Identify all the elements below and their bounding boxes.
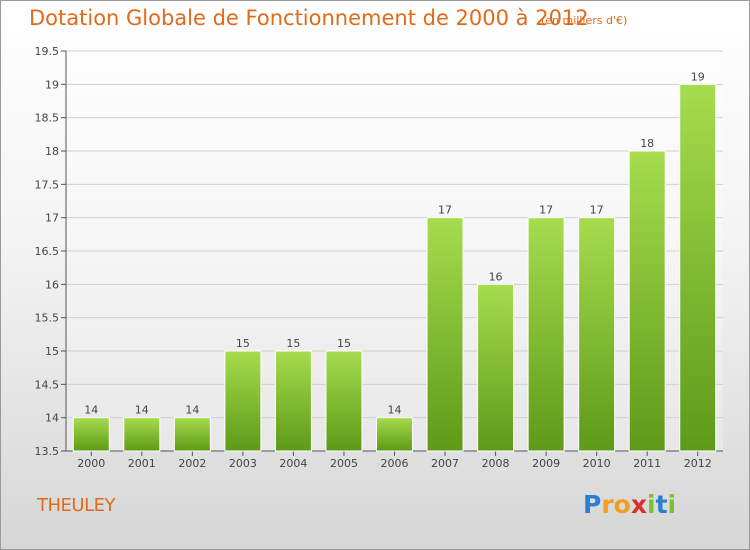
y-tick-label: 15 bbox=[45, 345, 59, 358]
logo-letter: i bbox=[667, 490, 677, 519]
x-tick-label-2000: 2000 bbox=[77, 457, 105, 470]
x-tick-label-2004: 2004 bbox=[279, 457, 307, 470]
data-label-2000: 14 bbox=[84, 404, 98, 417]
x-tick-label-2012: 2012 bbox=[684, 457, 712, 470]
y-tick-label: 17.5 bbox=[35, 178, 60, 191]
data-label-2008: 16 bbox=[489, 270, 503, 283]
x-tick-label-2008: 2008 bbox=[482, 457, 510, 470]
data-label-2007: 17 bbox=[438, 204, 452, 217]
commune-name: THEULEY bbox=[37, 495, 115, 516]
bar-2004 bbox=[274, 350, 312, 452]
y-tick-label: 13.5 bbox=[35, 445, 60, 458]
chart-subtitle: (en milliers d'€) bbox=[541, 14, 628, 27]
bar-2008 bbox=[477, 283, 515, 452]
bar-2006 bbox=[376, 417, 413, 452]
bar-2011 bbox=[628, 150, 666, 452]
x-tick-label-2010: 2010 bbox=[583, 457, 611, 470]
x-tick-label-2003: 2003 bbox=[229, 457, 257, 470]
y-tick-label: 14 bbox=[45, 412, 59, 425]
data-label-2003: 15 bbox=[236, 337, 250, 350]
data-label-2001: 14 bbox=[135, 404, 149, 417]
bar-2010 bbox=[578, 217, 616, 452]
data-label-2005: 15 bbox=[337, 337, 351, 350]
bar-2000 bbox=[72, 417, 110, 452]
proxiti-logo: Proxiti bbox=[583, 490, 676, 519]
logo-letter: t bbox=[655, 490, 668, 519]
x-tick-label-2001: 2001 bbox=[128, 457, 156, 470]
y-tick-label: 16.5 bbox=[35, 245, 60, 258]
x-tick-label-2005: 2005 bbox=[330, 457, 358, 470]
bar-2005 bbox=[325, 350, 363, 452]
y-tick-label: 18 bbox=[45, 145, 59, 158]
logo-letter: P bbox=[583, 490, 602, 519]
y-tick-label: 16 bbox=[45, 278, 59, 291]
bar-2012 bbox=[679, 83, 717, 452]
bar-2002 bbox=[173, 417, 211, 452]
y-tick-label: 18.5 bbox=[35, 112, 60, 125]
y-tick-label: 17 bbox=[45, 212, 59, 225]
x-tick-label-2002: 2002 bbox=[178, 457, 206, 470]
logo-letter: i bbox=[647, 490, 656, 519]
x-tick-label-2006: 2006 bbox=[381, 457, 409, 470]
data-label-2002: 14 bbox=[185, 404, 199, 417]
data-label-2006: 14 bbox=[388, 404, 402, 417]
y-tick-label: 19.5 bbox=[35, 45, 60, 58]
data-label-2012: 19 bbox=[691, 70, 705, 83]
logo-letter: o bbox=[613, 490, 631, 519]
y-tick-label: 19 bbox=[45, 78, 59, 91]
y-tick-label: 15.5 bbox=[35, 312, 60, 325]
y-tick-label: 14.5 bbox=[35, 378, 60, 391]
chart-title: Dotation Globale de Fonctionnement de 20… bbox=[29, 6, 589, 30]
bar-2009 bbox=[527, 217, 565, 452]
bar-2007 bbox=[426, 217, 464, 452]
data-label-2009: 17 bbox=[539, 204, 553, 217]
logo-letter: x bbox=[630, 490, 647, 519]
data-label-2004: 15 bbox=[286, 337, 300, 350]
data-label-2010: 17 bbox=[590, 204, 604, 217]
x-tick-label-2009: 2009 bbox=[532, 457, 560, 470]
bar-2003 bbox=[224, 350, 262, 452]
x-tick-label-2007: 2007 bbox=[431, 457, 459, 470]
bar-2001 bbox=[123, 417, 161, 452]
x-tick-label-2011: 2011 bbox=[633, 457, 661, 470]
logo-letter: r bbox=[601, 490, 614, 519]
data-label-2011: 18 bbox=[640, 137, 654, 150]
